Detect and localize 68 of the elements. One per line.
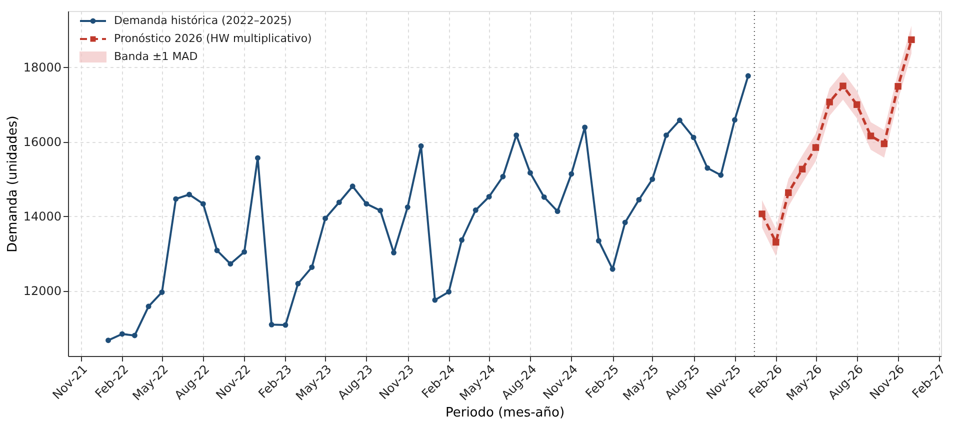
point [610, 266, 616, 272]
point [186, 192, 192, 198]
point [718, 172, 724, 178]
y-axis-title: Demanda (unidades) [5, 116, 20, 252]
point [676, 118, 682, 124]
point [840, 82, 846, 90]
point [785, 189, 792, 196]
point [200, 201, 206, 207]
point [636, 196, 642, 202]
point [418, 143, 424, 149]
y-tick-label: 14000 [23, 210, 62, 224]
point [254, 155, 260, 161]
point [541, 194, 547, 200]
point [798, 166, 806, 172]
point [268, 322, 274, 328]
point [880, 140, 888, 148]
point [568, 171, 574, 177]
point [500, 174, 506, 180]
point [596, 238, 602, 244]
point [527, 170, 533, 176]
point [812, 144, 820, 151]
point [146, 304, 152, 310]
point [119, 331, 125, 337]
legend-label: Demanda histórica (2022–2025) [114, 14, 292, 27]
point [867, 132, 874, 140]
legend-label: Pronóstico 2026 (HW multiplicativo) [114, 32, 312, 45]
point [214, 248, 220, 254]
point [908, 36, 915, 44]
point [173, 196, 179, 202]
point [132, 332, 138, 338]
point [826, 98, 833, 106]
point [322, 216, 328, 222]
point [622, 220, 628, 226]
point [336, 200, 342, 206]
point [159, 289, 165, 295]
point [459, 237, 465, 243]
point [472, 207, 478, 213]
point [704, 165, 710, 171]
point [295, 280, 301, 286]
point [106, 338, 112, 344]
point [650, 176, 656, 182]
point [350, 184, 356, 190]
point [404, 204, 410, 210]
point [745, 73, 751, 79]
x-axis-title: Periodo (mes-año) [445, 406, 565, 421]
point [378, 208, 384, 214]
point [282, 322, 288, 328]
point [309, 264, 315, 270]
point [364, 201, 370, 207]
point [582, 124, 588, 130]
point [894, 82, 902, 90]
point [854, 101, 860, 108]
point [690, 134, 696, 140]
point [758, 210, 766, 218]
y-tick-label: 16000 [23, 135, 62, 150]
point [514, 132, 520, 138]
point [432, 297, 438, 303]
y-tick-label: 12000 [23, 284, 62, 298]
point [554, 208, 560, 214]
point [486, 194, 492, 200]
point [228, 261, 234, 267]
point [772, 238, 780, 246]
point [242, 249, 248, 255]
y-tick-label: 18000 [23, 60, 62, 74]
point [732, 117, 738, 123]
point [446, 289, 452, 295]
point [664, 132, 669, 138]
legend-label: Banda ±1 MAD [114, 50, 198, 63]
